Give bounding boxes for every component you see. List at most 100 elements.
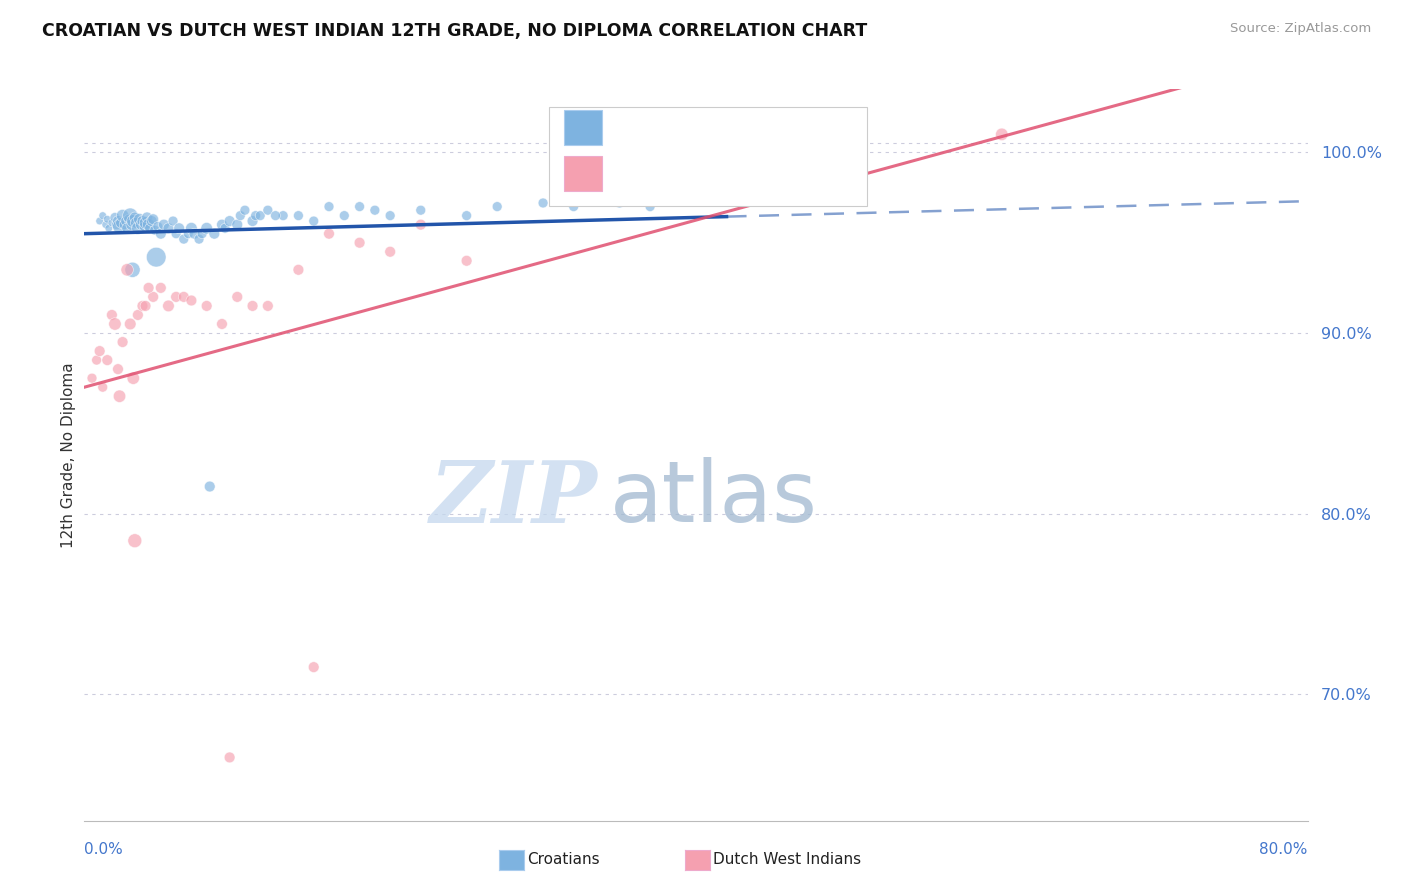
Text: Croatians: Croatians (527, 853, 600, 867)
Point (226, 290, 249, 304)
Point (173, 232, 195, 246)
Point (183, 227, 205, 241)
Point (141, 214, 163, 228)
Point (531, 196, 554, 211)
Point (120, 317, 142, 331)
Text: 0.0%: 0.0% (84, 842, 124, 857)
Point (218, 750, 240, 764)
Point (257, 299, 280, 313)
Point (142, 290, 165, 304)
Point (124, 211, 146, 225)
Point (128, 212, 150, 227)
Text: R = 0.365   N = 38: R = 0.365 N = 38 (616, 165, 786, 183)
Point (188, 232, 211, 246)
Point (257, 203, 280, 218)
Point (107, 214, 129, 228)
Point (173, 290, 195, 304)
Point (122, 214, 145, 228)
Point (112, 218, 135, 232)
Point (195, 221, 218, 235)
Point (202, 227, 225, 241)
Point (211, 218, 233, 232)
Point (456, 209, 478, 223)
Point (94, 218, 117, 232)
Point (838, 181, 860, 195)
Point (409, 218, 432, 232)
Point (211, 317, 233, 331)
Point (165, 227, 187, 241)
Point (105, 218, 128, 232)
Point (143, 223, 166, 237)
Point (167, 221, 190, 235)
Text: Dutch West Indians: Dutch West Indians (713, 853, 860, 867)
Point (108, 389, 131, 403)
Point (127, 308, 149, 322)
Point (139, 221, 162, 235)
Point (218, 214, 240, 228)
Point (110, 216, 132, 230)
Text: Source: ZipAtlas.com: Source: ZipAtlas.com (1230, 22, 1371, 36)
Point (349, 235, 371, 250)
Point (990, 128, 1012, 142)
Point (96, 212, 118, 227)
Point (124, 533, 146, 548)
Point (287, 209, 309, 223)
Point (89, 214, 111, 228)
Point (226, 218, 249, 232)
Point (380, 244, 402, 259)
Point (302, 214, 325, 228)
Text: R = 0.029   N = 81: R = 0.029 N = 81 (616, 119, 786, 136)
Point (111, 334, 134, 349)
Point (486, 200, 509, 214)
Point (101, 308, 124, 322)
Point (107, 362, 129, 376)
Point (685, 190, 707, 204)
Point (138, 218, 160, 232)
Point (129, 218, 152, 232)
Point (96, 353, 118, 368)
Point (114, 214, 136, 228)
Point (115, 221, 138, 235)
Point (136, 211, 159, 225)
Point (195, 299, 218, 313)
Point (761, 190, 783, 204)
Point (122, 371, 145, 385)
Text: 80.0%: 80.0% (1260, 842, 1308, 857)
Point (318, 200, 340, 214)
Point (149, 227, 172, 241)
Point (149, 281, 172, 295)
Point (287, 262, 309, 277)
Point (456, 253, 478, 268)
Point (121, 262, 143, 277)
Point (153, 218, 176, 232)
Point (101, 216, 124, 230)
Point (146, 219, 169, 234)
Point (318, 227, 340, 241)
Point (121, 218, 143, 232)
Point (264, 209, 287, 223)
Point (157, 221, 180, 235)
Point (242, 214, 264, 228)
Text: ZIP: ZIP (430, 457, 598, 541)
Point (135, 299, 157, 313)
Point (162, 214, 184, 228)
Point (127, 221, 149, 235)
FancyBboxPatch shape (550, 108, 868, 206)
Point (271, 209, 294, 223)
Point (249, 209, 271, 223)
Point (89, 344, 111, 359)
Point (364, 203, 387, 218)
Y-axis label: 12th Grade, No Diploma: 12th Grade, No Diploma (60, 362, 76, 548)
Point (716, 185, 738, 199)
Point (104, 211, 127, 225)
Point (229, 209, 252, 223)
Point (214, 221, 236, 235)
Point (349, 200, 371, 214)
Point (191, 227, 214, 241)
Point (562, 200, 585, 214)
Point (177, 227, 200, 241)
Point (142, 212, 165, 227)
FancyBboxPatch shape (564, 156, 602, 192)
Point (131, 299, 153, 313)
Point (638, 200, 661, 214)
